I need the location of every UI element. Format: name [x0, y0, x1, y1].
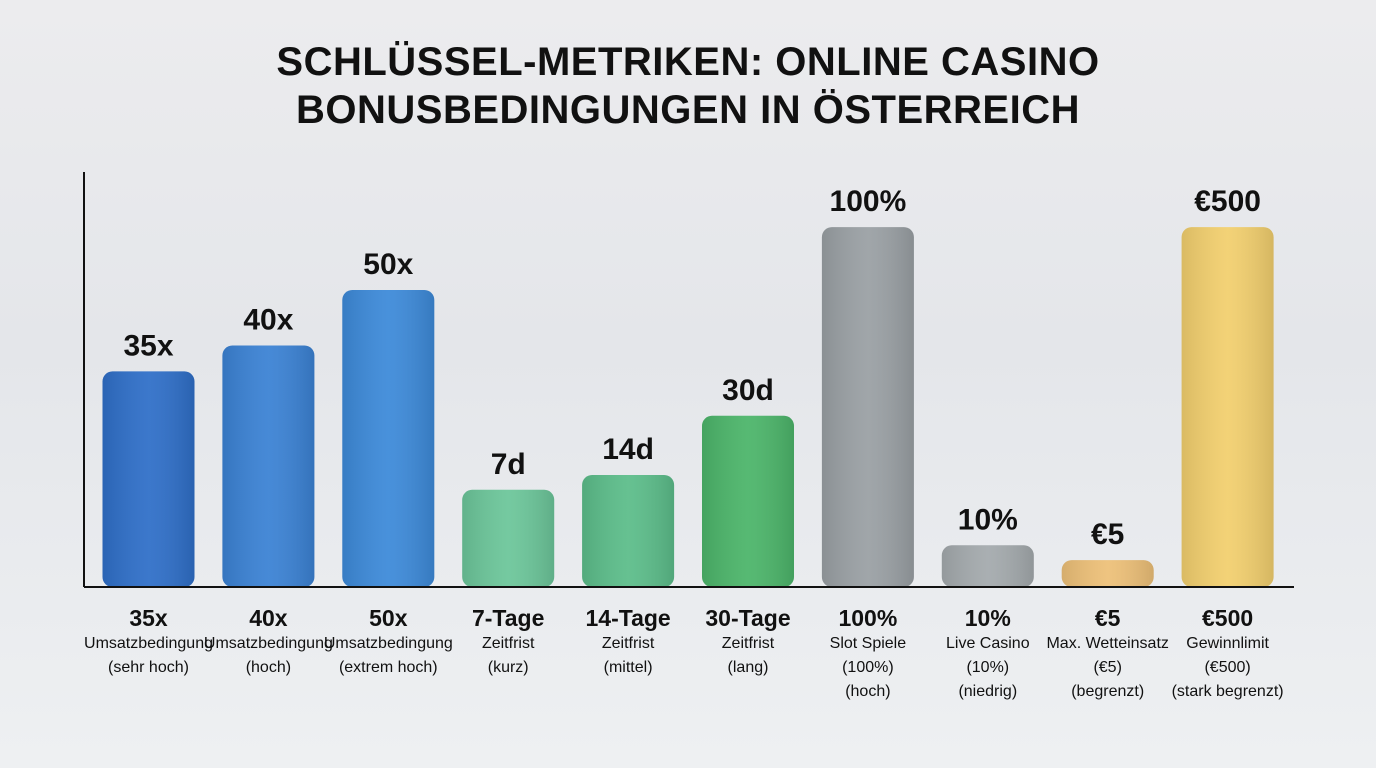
category-main-1: 40x [249, 605, 288, 631]
data-label-9: €500 [1194, 185, 1261, 218]
data-label-0: 35x [123, 329, 173, 362]
category-sub-4: Zeitfrist (mittel) [601, 635, 655, 676]
bar-shade-6 [821, 227, 914, 587]
chart-title-line-1: SCHLÜSSEL-METRIKEN: ONLINE CASINO [276, 40, 1100, 84]
chart-title: SCHLÜSSEL-METRIKEN: ONLINE CASINO BONUSB… [0, 38, 1376, 134]
category-label-2: 50x Umsatzbedingung (extrem hoch) [323, 604, 453, 680]
data-label-8: €5 [1091, 518, 1124, 551]
category-label-4: 14-Tage Zeitfrist (mittel) [563, 604, 693, 680]
category-sub-7: Live Casino (10%) (niedrig) [945, 635, 1030, 700]
category-main-2: 50x [369, 605, 408, 631]
bar-shade-3 [462, 489, 555, 587]
bar-shade-0 [102, 371, 195, 587]
chart-title-line-2: BONUSBEDINGUNGEN IN ÖSTERREICH [296, 88, 1080, 132]
category-main-5: 30-Tage [705, 605, 791, 631]
bar-shade-8 [1061, 560, 1154, 587]
data-label-5: 30d [722, 374, 774, 407]
data-label-7: 10% [958, 503, 1018, 536]
bar-shade-1 [222, 345, 315, 587]
category-label-1: 40x Umsatzbedingung (hoch) [203, 604, 333, 680]
category-sub-6: Slot Spiele (100%) (hoch) [829, 635, 907, 700]
category-label-6: 100% Slot Spiele (100%) (hoch) [803, 604, 933, 704]
category-label-5: 30-Tage Zeitfrist (lang) [683, 604, 813, 680]
bar-shade-5 [702, 415, 794, 587]
category-label-9: €500 Gewinnlimit (€500) (stark begrenzt) [1163, 604, 1293, 704]
category-label-3: 7-Tage Zeitfrist (kurz) [443, 604, 573, 680]
category-main-0: 35x [129, 605, 168, 631]
category-sub-0: Umsatzbedingung (sehr hoch) [84, 635, 213, 676]
data-label-3: 7d [491, 448, 526, 481]
category-sub-8: Max. Wetteinsatz (€5) (begrenzt) [1046, 635, 1169, 700]
category-sub-9: Gewinnlimit (€500) (stark begrenzt) [1171, 635, 1284, 700]
category-sub-5: Zeitfrist (lang) [721, 635, 775, 676]
category-sub-2: Umsatzbedingung (extrem hoch) [323, 635, 453, 676]
category-main-3: 7-Tage [471, 605, 545, 631]
category-main-8: €5 [1094, 605, 1121, 631]
bar-shade-2 [342, 290, 435, 587]
category-main-6: 100% [838, 605, 898, 631]
bar-shade-9 [1181, 227, 1274, 587]
category-label-0: 35x Umsatzbedingung (sehr hoch) [84, 604, 214, 680]
data-label-4: 14d [602, 433, 654, 466]
bar-shade-4 [582, 475, 675, 587]
data-label-1: 40x [243, 304, 293, 337]
category-main-9: €500 [1202, 605, 1254, 631]
data-label-6: 100% [830, 185, 907, 218]
category-sub-1: Umsatzbedingung (hoch) [203, 635, 333, 676]
category-main-4: 14-Tage [585, 605, 671, 631]
category-main-7: 10% [964, 605, 1011, 631]
category-label-7: 10% Live Casino (10%) (niedrig) [923, 604, 1053, 704]
bar-shade-7 [941, 545, 1034, 587]
category-label-8: €5 Max. Wetteinsatz (€5) (begrenzt) [1043, 604, 1173, 704]
category-sub-3: Zeitfrist (kurz) [481, 635, 535, 676]
data-label-2: 50x [363, 248, 413, 281]
